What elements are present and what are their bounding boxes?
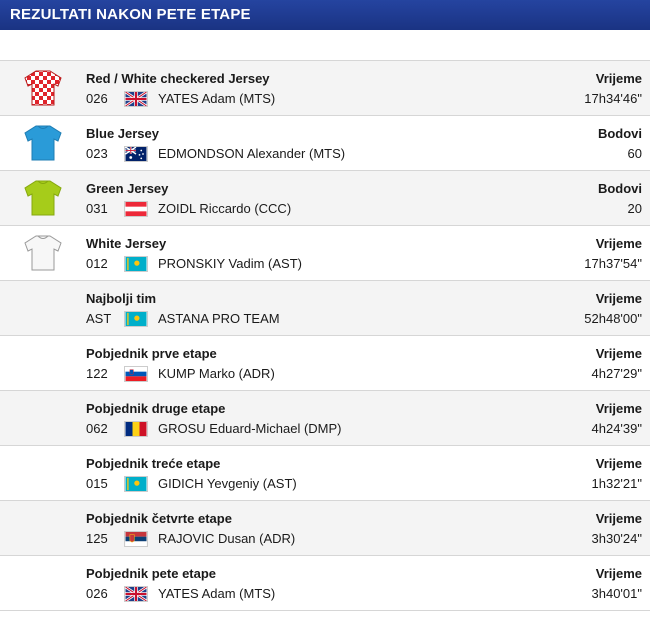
- list-item: Pobjednik četvrte etape 125 RAJOVIC Dusa…: [0, 501, 650, 556]
- value: 3h40'01": [591, 585, 642, 601]
- checkered-jersey-icon: [24, 70, 62, 106]
- value: 4h27'29": [591, 365, 642, 381]
- value-label: Vrijeme: [595, 455, 642, 471]
- rider-number: 012: [86, 256, 108, 271]
- uk-flag-icon: [124, 585, 148, 602]
- rider-name[interactable]: GIDICH Yevgeniy (AST): [158, 476, 297, 491]
- jersey-cell: [0, 336, 86, 390]
- kazakhstan-flag-icon: [124, 475, 148, 492]
- row-title: Pobjednik pete etape: [86, 565, 217, 581]
- jersey-cell: [0, 446, 86, 500]
- value: 4h24'39": [591, 420, 642, 436]
- slovenia-flag-icon: [124, 365, 148, 382]
- value-label: Vrijeme: [595, 510, 642, 526]
- rider-number: 015: [86, 476, 108, 491]
- kazakhstan-flag-icon: [124, 310, 148, 327]
- rider-number: 122: [86, 366, 108, 381]
- row-title: Pobjednik druge etape: [86, 400, 226, 416]
- row-title: Blue Jersey: [86, 125, 159, 141]
- value-label: Vrijeme: [595, 345, 642, 361]
- value-label: Bodovi: [597, 125, 642, 141]
- white-jersey-icon: [24, 235, 62, 271]
- row-title: Red / White checkered Jersey: [86, 70, 270, 86]
- rider-number: 062: [86, 421, 108, 436]
- jersey-cell: [0, 501, 86, 555]
- rider-name[interactable]: ZOIDL Riccardo (CCC): [158, 201, 292, 216]
- rider-number: 026: [86, 91, 108, 106]
- romania-flag-icon: [124, 420, 148, 437]
- row-title: Pobjednik četvrte etape: [86, 510, 232, 526]
- value-label: Vrijeme: [595, 235, 642, 251]
- list-item: Pobjednik pete etape 026 YATES Adam (MTS…: [0, 556, 650, 611]
- row-title: White Jersey: [86, 235, 167, 251]
- list-item: Pobjednik prve etape 122 KUMP Marko (ADR…: [0, 336, 650, 391]
- list-item: Blue Jersey 023 EDMONDSON A: [0, 116, 650, 171]
- value: 1h32'21": [591, 475, 642, 491]
- team-code: AST: [86, 311, 112, 326]
- serbia-flag-icon: [124, 530, 148, 547]
- list-item: Green Jersey 031 ZOIDL Riccardo (CCC) Bo…: [0, 171, 650, 226]
- rider-name[interactable]: RAJOVIC Dusan (ADR): [158, 531, 296, 546]
- rider-name[interactable]: YATES Adam (MTS): [158, 586, 276, 601]
- value-label: Vrijeme: [595, 290, 642, 306]
- green-jersey-icon: [24, 180, 62, 216]
- team-name[interactable]: ASTANA PRO TEAM: [158, 311, 280, 326]
- rider-name[interactable]: EDMONDSON Alexander (MTS): [158, 146, 346, 161]
- value-label: Vrijeme: [595, 400, 642, 416]
- australia-flag-icon: [124, 145, 148, 162]
- list-item: White Jersey 012 PRONSKIY Vadim (AST) Vr…: [0, 226, 650, 281]
- jersey-cell: [0, 391, 86, 445]
- jersey-cell: [0, 281, 86, 335]
- rider-number: 031: [86, 201, 108, 216]
- value: 60: [627, 145, 642, 161]
- rider-name[interactable]: YATES Adam (MTS): [158, 91, 276, 106]
- list-item: Pobjednik druge etape 062 GROSU Eduard-M…: [0, 391, 650, 446]
- page-title: REZULTATI NAKON PETE ETAPE: [0, 0, 650, 30]
- value-label: Vrijeme: [595, 565, 642, 581]
- rider-number: 125: [86, 531, 108, 546]
- spacer: [0, 30, 650, 60]
- rider-number: 026: [86, 586, 108, 601]
- row-title: Pobjednik prve etape: [86, 345, 217, 361]
- rider-name[interactable]: KUMP Marko (ADR): [158, 366, 275, 381]
- value: 3h30'24": [591, 530, 642, 546]
- list-item: Najbolji tim AST ASTANA PRO TEAM Vrijeme…: [0, 281, 650, 336]
- list-item: Pobjednik treće etape 015 GIDICH Yevgeni…: [0, 446, 650, 501]
- rider-name[interactable]: PRONSKIY Vadim (AST): [158, 256, 302, 271]
- row-title: Najbolji tim: [86, 290, 157, 306]
- jersey-cell: [0, 556, 86, 610]
- row-title: Green Jersey: [86, 180, 169, 196]
- rider-number: 023: [86, 146, 108, 161]
- kazakhstan-flag-icon: [124, 255, 148, 272]
- value: 17h34'46": [584, 90, 642, 106]
- results-list: Red / White checkered Jersey 026 YATES A…: [0, 60, 650, 611]
- value-label: Vrijeme: [595, 70, 642, 86]
- jersey-cell: [0, 61, 86, 115]
- value-label: Bodovi: [597, 180, 642, 196]
- blue-jersey-icon: [24, 125, 62, 161]
- austria-flag-icon: [124, 200, 148, 217]
- jersey-cell: [0, 226, 86, 280]
- row-title: Pobjednik treće etape: [86, 455, 221, 471]
- value: 52h48'00": [584, 310, 642, 326]
- jersey-cell: [0, 171, 86, 225]
- jersey-cell: [0, 116, 86, 170]
- list-item: Red / White checkered Jersey 026 YATES A…: [0, 61, 650, 116]
- rider-name[interactable]: GROSU Eduard-Michael (DMP): [158, 421, 342, 436]
- value: 20: [627, 200, 642, 216]
- uk-flag-icon: [124, 90, 148, 107]
- value: 17h37'54": [584, 255, 642, 271]
